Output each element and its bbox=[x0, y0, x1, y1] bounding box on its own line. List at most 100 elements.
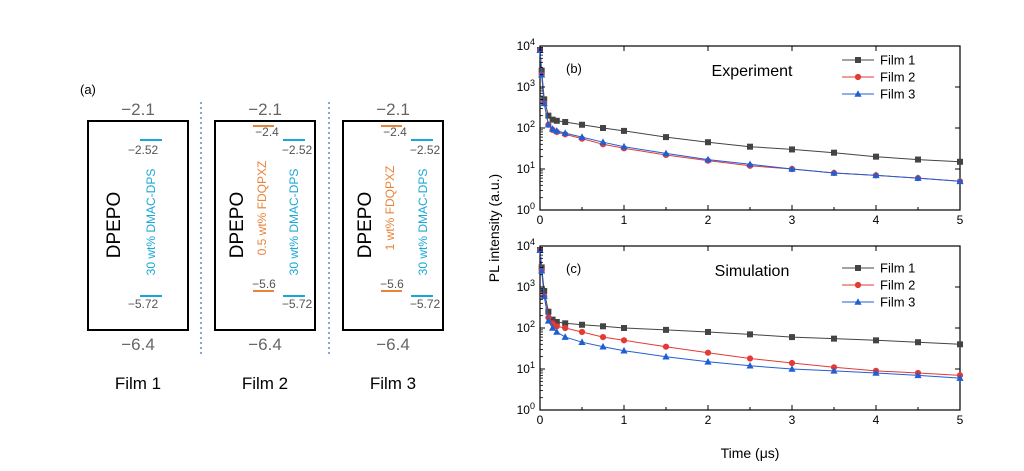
data-point bbox=[538, 70, 546, 78]
dopant-homo-value: −5.72 bbox=[128, 297, 159, 311]
dopant-homo-value: −5.6 bbox=[252, 277, 276, 291]
data-point bbox=[561, 333, 569, 340]
data-point bbox=[915, 156, 921, 163]
film-label: Film 1 bbox=[115, 374, 161, 393]
host-homo-value: −6.4 bbox=[376, 335, 410, 354]
panel-label-b: (b) bbox=[566, 61, 582, 76]
x-tick-label: 3 bbox=[789, 213, 796, 227]
x-tick-label: 5 bbox=[957, 413, 964, 427]
x-tick-label: 1 bbox=[621, 413, 628, 427]
data-point bbox=[620, 142, 628, 150]
data-point bbox=[747, 143, 753, 150]
legend: Film 1 Film 2 Film 3 bbox=[842, 261, 915, 310]
data-point bbox=[704, 357, 712, 365]
data-point bbox=[544, 120, 552, 128]
legend-label: Film 3 bbox=[880, 87, 915, 102]
dopant-lumo-value: −2.52 bbox=[128, 143, 159, 157]
y-tick-label: 100 bbox=[517, 401, 535, 417]
data-point bbox=[549, 324, 557, 331]
y-tick-label: 102 bbox=[517, 119, 535, 135]
data-point bbox=[705, 139, 711, 146]
data-point bbox=[621, 325, 627, 331]
data-point bbox=[662, 343, 670, 350]
data-point bbox=[599, 138, 607, 146]
x-tick-label: 4 bbox=[873, 413, 880, 427]
film-2-diagram: −2.1 DPEPO −2.4 0.5 wt% FDQPXZ −5.6 −2.5… bbox=[214, 100, 316, 393]
data-point bbox=[831, 335, 837, 342]
data-point bbox=[914, 371, 922, 379]
legend: Film 1 Film 2 Film 3 bbox=[842, 53, 915, 102]
data-point bbox=[562, 324, 569, 332]
data-point bbox=[663, 326, 669, 333]
data-point bbox=[553, 127, 561, 134]
y-tick-label: 104 bbox=[517, 237, 535, 253]
data-point bbox=[579, 321, 585, 328]
data-point bbox=[915, 339, 921, 346]
series-line bbox=[539, 249, 961, 345]
dopant-lumo-value: −2.52 bbox=[410, 143, 441, 157]
data-point bbox=[541, 287, 548, 294]
legend-marker bbox=[854, 298, 862, 305]
legend-label: Film 2 bbox=[880, 70, 915, 85]
dopant-lumo-value: −2.52 bbox=[282, 143, 313, 157]
data-point bbox=[540, 99, 548, 107]
data-point bbox=[561, 129, 569, 136]
data-point bbox=[578, 328, 586, 336]
y-tick-label: 103 bbox=[517, 78, 535, 94]
x-tick-label: 1 bbox=[621, 213, 628, 227]
data-point bbox=[599, 342, 607, 350]
dopant-homo-value: −5.72 bbox=[410, 297, 441, 311]
data-point bbox=[705, 328, 711, 335]
host-label: DPEPO bbox=[104, 192, 125, 259]
plot-title: Experiment bbox=[712, 63, 793, 80]
data-point bbox=[620, 346, 628, 354]
y-tick-label: 103 bbox=[517, 278, 535, 294]
host-label: DPEPO bbox=[355, 192, 376, 259]
data-point bbox=[788, 365, 796, 372]
x-tick-label: 0 bbox=[537, 413, 544, 427]
host-box bbox=[214, 120, 316, 331]
panel-label-c: (c) bbox=[566, 261, 581, 276]
legend-marker bbox=[855, 57, 861, 63]
x-tick-label: 5 bbox=[957, 213, 964, 227]
data-point bbox=[578, 338, 586, 346]
dopant-lumo-value: −2.4 bbox=[255, 125, 279, 139]
dopant-label: 30 wt% DMAC-DPS bbox=[416, 169, 430, 276]
data-point bbox=[549, 125, 557, 132]
legend-label: Film 2 bbox=[880, 278, 915, 293]
data-point bbox=[553, 117, 560, 124]
data-point bbox=[540, 292, 548, 299]
x-tick-label: 0 bbox=[537, 213, 544, 227]
data-point bbox=[578, 133, 586, 140]
dopant-label: 30 wt% DMAC-DPS bbox=[287, 169, 301, 276]
series-line bbox=[539, 249, 961, 379]
data-point bbox=[549, 316, 556, 323]
host-box bbox=[342, 120, 444, 331]
data-point bbox=[621, 127, 627, 134]
data-point bbox=[956, 374, 964, 381]
data-point bbox=[747, 331, 753, 338]
dopant-homo-value: −5.6 bbox=[380, 277, 404, 291]
host-homo-value: −6.4 bbox=[248, 335, 282, 354]
data-point bbox=[599, 333, 607, 341]
host-label: DPEPO bbox=[227, 192, 248, 259]
film-1-diagram: −2.1 DPEPO −2.52 30 wt% DMAC-DPS −5.72 −… bbox=[87, 100, 189, 393]
data-point bbox=[704, 349, 712, 356]
data-point bbox=[788, 359, 796, 367]
legend-marker bbox=[854, 281, 862, 289]
y-axis-label: PL intensity (a.u.) bbox=[486, 174, 502, 282]
dopant-label: 30 wt% DMAC-DPS bbox=[144, 169, 158, 276]
host-lumo-value: −2.1 bbox=[121, 100, 155, 119]
data-layer bbox=[536, 246, 964, 381]
data-point bbox=[788, 165, 796, 172]
y-tick-label: 101 bbox=[517, 360, 535, 376]
data-point bbox=[746, 361, 754, 369]
data-point bbox=[873, 153, 879, 160]
data-point bbox=[704, 155, 712, 163]
data-point bbox=[579, 121, 585, 128]
data-point bbox=[956, 177, 964, 185]
data-point bbox=[538, 266, 546, 274]
data-point bbox=[553, 323, 560, 330]
legend-marker bbox=[855, 265, 861, 271]
